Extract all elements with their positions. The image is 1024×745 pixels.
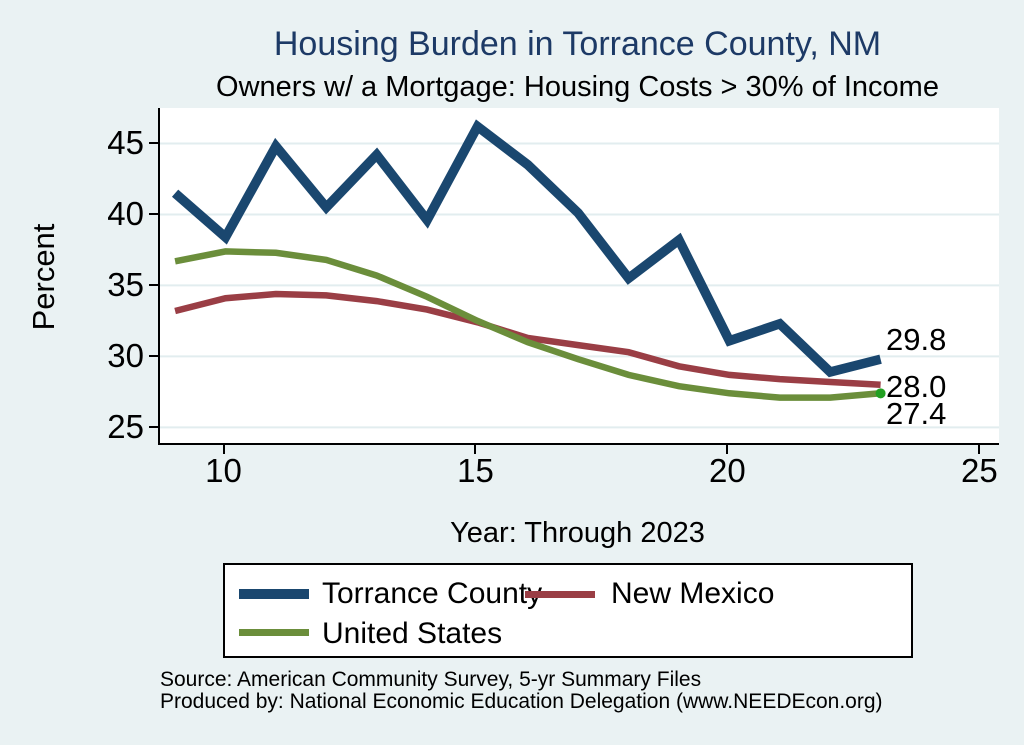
y-tick-mark-45	[149, 142, 158, 145]
end-marker-united-states	[875, 388, 886, 399]
y-tick-mark-25	[149, 426, 158, 429]
end-label-united-states: 27.4	[886, 396, 947, 432]
chart-title: Housing Burden in Torrance County, NM	[273, 25, 882, 63]
series-line-torrance-county	[171, 119, 882, 378]
series-line-new-mexico	[174, 290, 881, 389]
legend-swatch-united-states	[239, 629, 309, 636]
y-tick-mark-40	[149, 213, 158, 216]
end-label-new-mexico: 28.0	[886, 368, 947, 404]
y-tick-mark-30	[149, 355, 158, 358]
x-tick-label-25: 25	[961, 452, 998, 489]
x-tick-mark-10	[222, 445, 225, 454]
legend-swatch-torrance-county	[239, 589, 309, 599]
line-chart	[160, 119, 999, 429]
y-tick-label-35: 35	[107, 266, 144, 304]
series-line-united-states	[174, 248, 881, 401]
x-axis-title: Year: Through 2023	[450, 517, 705, 549]
y-tick-label-30: 30	[107, 337, 144, 375]
legend: Torrance County New Mexico United States	[223, 563, 913, 658]
legend-label-new-mexico: New Mexico	[611, 577, 775, 610]
plot-area	[158, 108, 999, 445]
x-tick-label-20: 20	[709, 452, 746, 489]
y-tick-label-40: 40	[107, 195, 144, 233]
x-tick-mark-20	[726, 445, 729, 454]
end-label-torrance-county: 29.8	[886, 322, 947, 358]
legend-label-torrance-county: Torrance County	[322, 577, 543, 610]
footer-source: Source: American Community Survey, 5-yr …	[160, 668, 702, 691]
y-tick-label-45: 45	[107, 124, 144, 162]
y-tick-label-25: 25	[107, 408, 144, 446]
x-tick-mark-15	[474, 445, 477, 454]
chart-subtitle: Owners w/ a Mortgage: Housing Costs > 30…	[216, 71, 939, 103]
footer-produced-by: Produced by: National Economic Education…	[160, 690, 883, 713]
x-tick-label-10: 10	[205, 452, 242, 489]
legend-label-united-states: United States	[322, 617, 503, 650]
x-tick-mark-25	[978, 445, 981, 454]
x-tick-label-15: 15	[457, 452, 494, 489]
y-axis-title: Percent	[26, 223, 61, 331]
legend-swatch-new-mexico	[525, 591, 595, 598]
y-tick-mark-35	[149, 284, 158, 287]
